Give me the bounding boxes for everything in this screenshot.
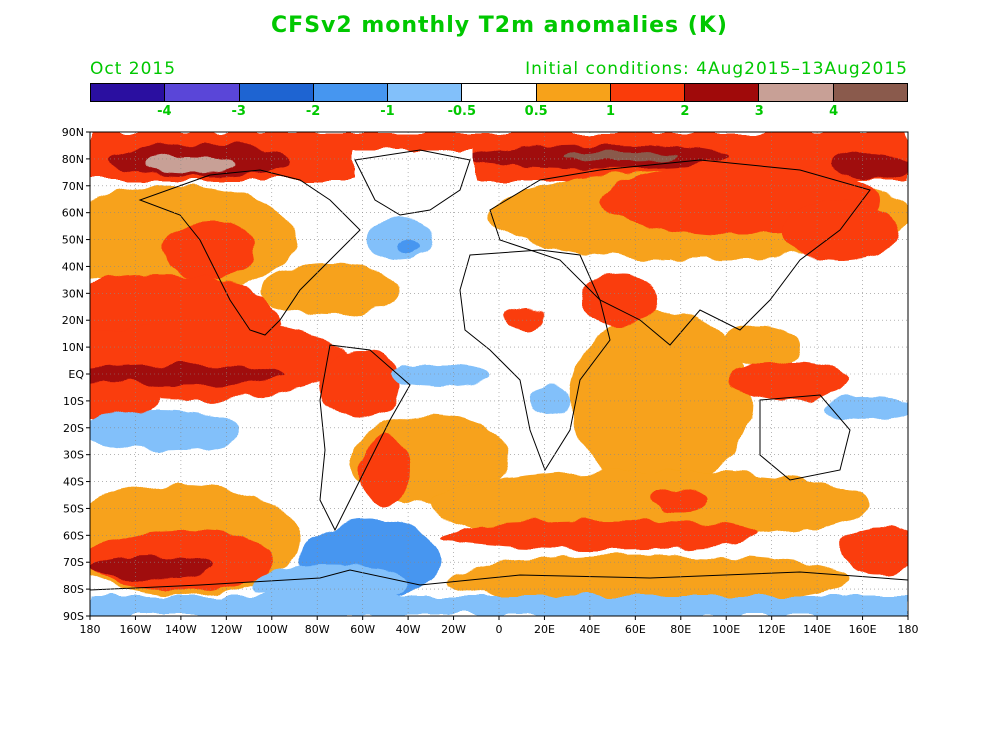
lon-ticks: 180 160W 140W 120W 100W 80W 60W 40W 20W 0 20E 40E 60…: [80, 616, 919, 636]
colorbar-label: 4: [829, 104, 839, 119]
chart-title: CFSv2 monthly T2m anomalies (K): [271, 13, 728, 38]
colorbar-label: 3: [754, 104, 764, 119]
lat-tick-label: 40N: [62, 260, 84, 273]
lat-tick-label: 30S: [63, 449, 84, 462]
colorbar-segment-1: [165, 84, 240, 101]
colorbar-segment-9: [759, 84, 834, 101]
lon-tick-label: 180: [80, 623, 101, 636]
lon-tick-label: 20W: [441, 623, 466, 636]
map-field: [90, 132, 908, 616]
colorbar-segment-8: [685, 84, 760, 101]
lat-tick-label: 50N: [62, 234, 84, 247]
forecast-month: Oct 2015: [90, 59, 177, 79]
lon-tick-label: 0: [496, 623, 503, 636]
lat-tick-label: EQ: [68, 368, 84, 381]
lat-tick-label: 70S: [63, 556, 84, 569]
lon-tick-label: 160W: [120, 623, 152, 636]
colorbar-label: 1: [606, 104, 616, 119]
colorbar-segment-3: [313, 84, 389, 101]
lat-tick-label: 10S: [63, 395, 84, 408]
lat-tick-label: 50S: [63, 502, 84, 515]
colorbar-segment-0: [91, 84, 166, 101]
lat-tick-label: 10N: [62, 341, 84, 354]
colorbar-label: -1: [380, 104, 395, 119]
lat-tick-label: 80S: [63, 583, 84, 596]
lon-tick-label: 160E: [849, 623, 877, 636]
lat-tick-label: 70N: [62, 180, 84, 193]
lon-tick-label: 40E: [579, 623, 600, 636]
lat-tick-label: 20S: [63, 422, 84, 435]
initial-conditions: Initial conditions: 4Aug2015–13Aug2015: [525, 59, 908, 79]
lat-tick-label: 60S: [63, 529, 84, 542]
lat-ticks: 90N 80N 70N 60N 50N 40N 30N 20N 10N EQ 10S 20S 30S 40…: [62, 126, 90, 623]
colorbar-segment-10: [833, 84, 907, 101]
lon-tick-label: 40W: [396, 623, 421, 636]
lon-tick-label: 140E: [803, 623, 831, 636]
colorbar-label: -0.5: [447, 104, 477, 119]
colorbar-label: -4: [157, 104, 172, 119]
lat-tick-label: 30N: [62, 287, 84, 300]
lon-tick-label: 120E: [758, 623, 786, 636]
lat-tick-label: 20N: [62, 314, 84, 327]
colorbar-label: 0.5: [524, 104, 548, 119]
lon-tick-label: 180: [898, 623, 919, 636]
colorbar-label: -2: [305, 104, 321, 119]
lon-tick-label: 60E: [625, 623, 646, 636]
colorbar-segment-5: [462, 84, 537, 101]
colorbar-label: 2: [680, 104, 690, 119]
lon-tick-label: 20E: [534, 623, 555, 636]
lon-tick-label: 140W: [165, 623, 197, 636]
lon-tick-label: 100E: [712, 623, 740, 636]
colorbar-segment-6: [536, 84, 611, 101]
lon-tick-label: 60W: [350, 623, 375, 636]
grid-lines: [90, 132, 908, 616]
colorbar: [90, 83, 908, 102]
colorbar-segment-4: [388, 84, 463, 101]
lat-tick-label: 90S: [63, 610, 84, 623]
coastlines: [90, 149, 908, 591]
lon-tick-label: 80E: [670, 623, 691, 636]
colorbar-segment-7: [610, 84, 686, 101]
lat-tick-label: 60N: [62, 207, 84, 220]
lat-tick-label: 80N: [62, 153, 84, 166]
lon-tick-label: 120W: [210, 623, 242, 636]
lat-tick-label: 90N: [62, 126, 84, 139]
lon-tick-label: 80W: [305, 623, 330, 636]
colorbar-segment-2: [239, 84, 314, 101]
colorbar-label: -3: [231, 104, 246, 119]
lon-tick-label: 100W: [256, 623, 288, 636]
lat-tick-label: 40S: [63, 476, 84, 489]
